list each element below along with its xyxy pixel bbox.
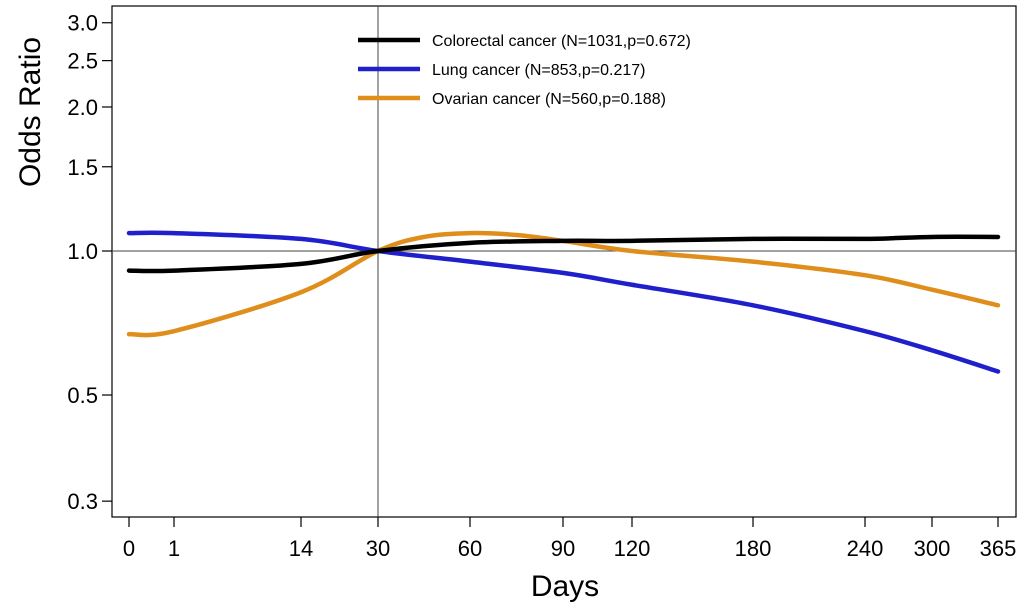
- legend-label: Lung cancer (N=853,p=0.217): [432, 62, 645, 79]
- plot-frame: [111, 5, 1017, 518]
- x-tick-label: 120: [614, 536, 651, 561]
- y-tick-label: 1.5: [67, 155, 98, 180]
- y-tick-label: 1.0: [67, 239, 98, 264]
- series-line-1: [126, 230, 1001, 374]
- series-line-2: [126, 230, 1001, 338]
- x-tick-label: 14: [289, 536, 313, 561]
- y-axis-title: Odds Ratio: [14, 37, 47, 187]
- y-tick-label: 2.0: [67, 95, 98, 120]
- x-tick-label: 240: [847, 536, 884, 561]
- y-tick-label: 0.5: [67, 383, 98, 408]
- x-tick-label: 30: [366, 536, 390, 561]
- x-tick-label: 90: [551, 536, 575, 561]
- legend-label: Colorectal cancer (N=1031,p=0.672): [432, 33, 691, 50]
- y-tick-label: 2.5: [67, 49, 98, 74]
- legend-label: Ovarian cancer (N=560,p=0.188): [432, 91, 666, 108]
- x-axis-title: Days: [531, 570, 599, 603]
- y-tick-label: 0.3: [67, 489, 98, 514]
- x-tick-label: 300: [914, 536, 951, 561]
- x-tick-label: 60: [458, 536, 482, 561]
- x-tick-label: 180: [735, 536, 772, 561]
- series-line-0: [126, 234, 1001, 274]
- y-tick-label: 3.0: [67, 11, 98, 36]
- x-tick-label: 365: [980, 536, 1017, 561]
- x-tick-label: 0: [123, 536, 135, 561]
- x-tick-label: 1: [168, 536, 180, 561]
